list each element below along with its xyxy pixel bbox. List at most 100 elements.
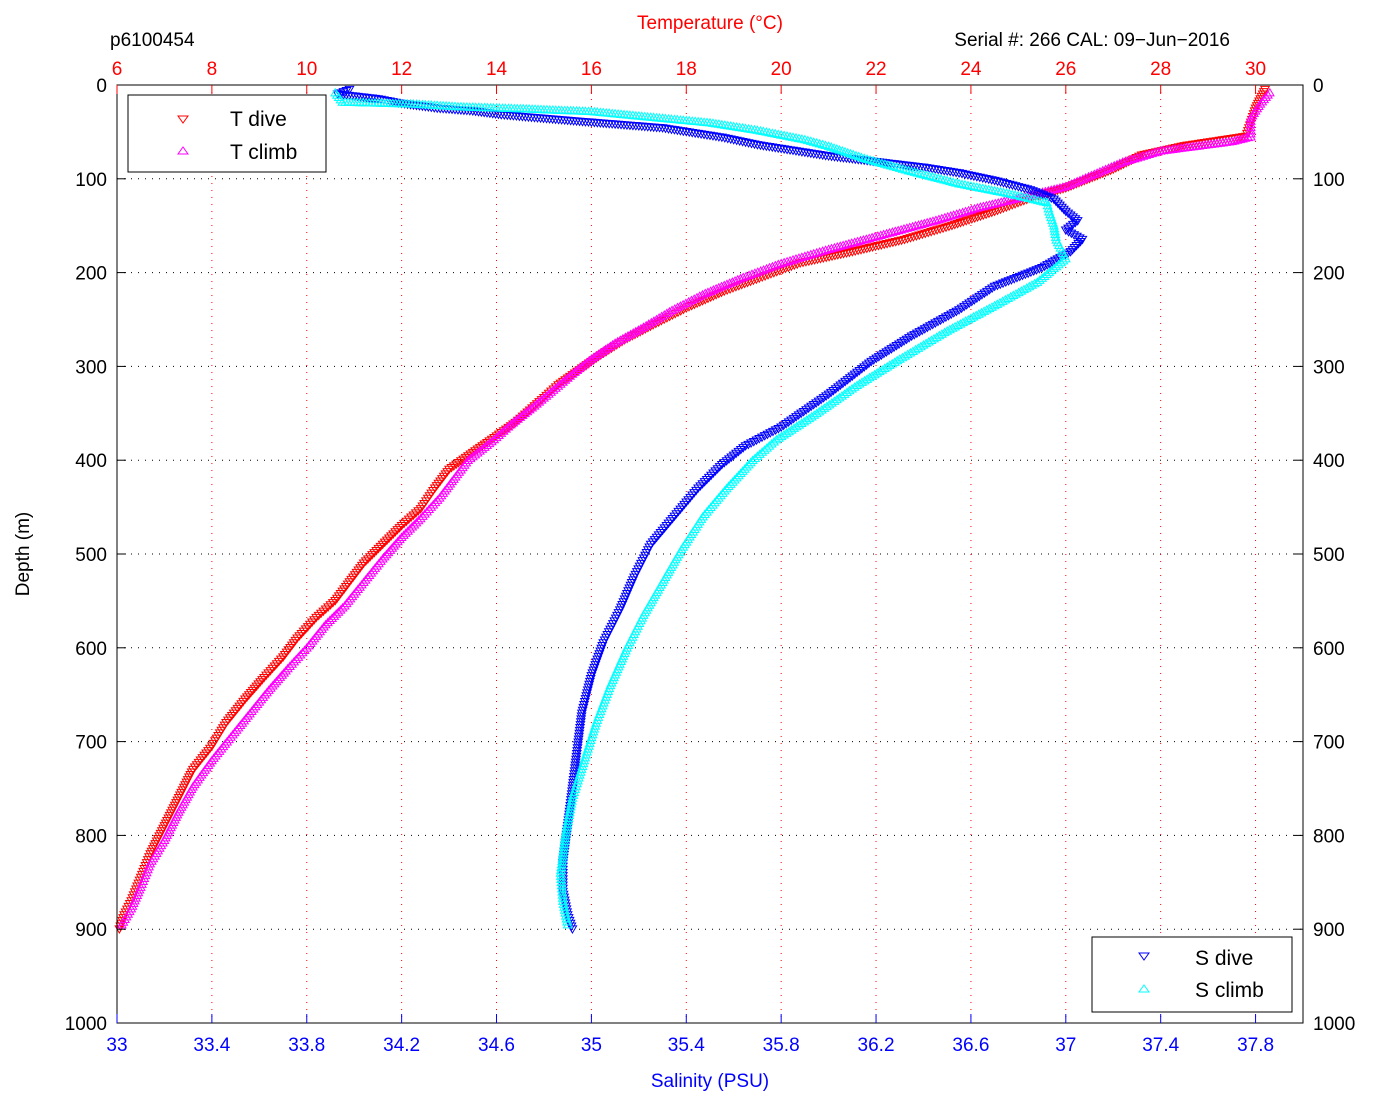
t-climb-point: [1237, 133, 1248, 143]
s-climb-point: [836, 390, 848, 400]
s-climb-point: [1001, 188, 1012, 197]
s-climb-point: [727, 477, 738, 486]
s-climb-point: [921, 338, 932, 348]
s-dive-point: [571, 750, 582, 759]
s-dive-point: [683, 496, 694, 505]
s-climb-point: [983, 184, 994, 194]
s-dive-point: [582, 686, 593, 696]
t-dive-point: [373, 544, 384, 554]
s-climb-point: [957, 317, 969, 327]
s-climb-point: [741, 461, 752, 471]
s-dive-point: [653, 531, 664, 541]
t-dive-point: [415, 505, 426, 514]
s-climb-point: [735, 468, 746, 478]
s-climb-point: [1018, 284, 1030, 294]
t-climb-point: [402, 526, 414, 535]
t-climb-point: [385, 545, 396, 554]
s-climb-point: [865, 155, 876, 164]
s-climb-point: [945, 176, 956, 186]
t-dive-point: [920, 229, 931, 239]
t-climb-point: [666, 305, 678, 314]
t-climb-point: [498, 426, 509, 435]
t-climb-point: [758, 264, 769, 274]
depth-tick-label-right: 900: [1313, 920, 1345, 941]
s-dive-point: [938, 315, 949, 324]
s-dive-point: [699, 478, 710, 487]
t-climb-point: [465, 453, 476, 463]
t-climb-point: [1129, 153, 1140, 163]
t-climb-point: [942, 211, 953, 221]
t-dive-point: [377, 540, 388, 550]
t-climb-point: [826, 243, 837, 253]
t-climb-point: [1109, 160, 1120, 170]
t-dive-point: [360, 557, 371, 567]
s-climb-point: [743, 459, 754, 469]
temperature-tick-label: 30: [1245, 59, 1266, 80]
s-climb-point: [759, 445, 770, 454]
s-climb-point: [588, 726, 599, 736]
t-climb-point: [602, 342, 614, 352]
t-climb-point: [479, 442, 490, 451]
t-climb-point: [743, 270, 755, 279]
s-climb-point: [719, 485, 730, 495]
t-climb-point: [622, 330, 634, 340]
s-climb-point: [857, 377, 868, 386]
depth-tick-label-right: 100: [1313, 170, 1345, 191]
depth-tick-label-right: 400: [1313, 451, 1345, 472]
t-climb-point: [553, 381, 564, 390]
s-climb-point: [856, 152, 867, 162]
s-dive-point: [577, 706, 588, 716]
s-climb-point: [1044, 267, 1055, 277]
s-climb-point: [605, 680, 616, 690]
t-climb-point: [1155, 145, 1166, 155]
s-dive-point: [575, 724, 586, 733]
t-climb-point: [832, 242, 843, 251]
legend-t-climb-label: T climb: [230, 141, 297, 164]
t-dive-point: [932, 226, 943, 235]
s-climb-point: [578, 758, 589, 768]
y-axis-title: Depth (m): [13, 512, 34, 596]
temperature-tick-label: 16: [581, 59, 602, 80]
t-climb-point: [855, 235, 866, 245]
s-climb-point: [1058, 255, 1069, 265]
t-dive-point: [253, 680, 264, 690]
t-climb-point: [1123, 155, 1134, 165]
salinity-tick-label: 33: [106, 1035, 127, 1056]
s-dive-point: [943, 312, 954, 321]
t-climb-point: [858, 235, 869, 244]
t-climb-point: [1051, 183, 1063, 193]
s-climb-point: [755, 125, 766, 135]
s-climb-point: [768, 436, 780, 446]
s-dive-point: [665, 517, 676, 526]
t-climb-point: [295, 649, 306, 659]
t-dive-point: [323, 603, 334, 612]
s-dive-point: [703, 473, 714, 483]
t-climb-point: [617, 333, 628, 343]
s-dive-point: [673, 507, 684, 517]
s-climb-point: [778, 429, 790, 439]
s-climb-point: [585, 735, 596, 745]
t-climb-point: [396, 532, 407, 541]
salinity-tick-label: 37.8: [1237, 1035, 1274, 1056]
s-climb-point: [752, 451, 763, 460]
depth-tick-label-right: 600: [1313, 639, 1345, 660]
t-climb-point: [1097, 165, 1108, 175]
s-climb-point: [882, 159, 893, 169]
s-climb-point: [1053, 259, 1064, 269]
t-climb-point: [919, 218, 930, 228]
t-climb-point: [1066, 179, 1077, 188]
t-climb-point: [927, 216, 939, 225]
legend-temperature: T dive T climb: [127, 94, 327, 173]
s-climb-point: [1030, 194, 1041, 204]
t-climb-point: [691, 292, 703, 302]
s-climb-point: [1044, 206, 1055, 216]
s-climb-point: [587, 729, 598, 739]
t-climb-point: [605, 341, 616, 350]
t-climb-point: [423, 504, 435, 514]
t-climb-point: [581, 357, 592, 367]
t-dive-point: [398, 519, 410, 529]
t-climb-point: [948, 210, 959, 219]
s-climb-point: [1035, 196, 1047, 205]
s-dive-point: [667, 514, 678, 524]
s-climb-point: [942, 175, 953, 185]
